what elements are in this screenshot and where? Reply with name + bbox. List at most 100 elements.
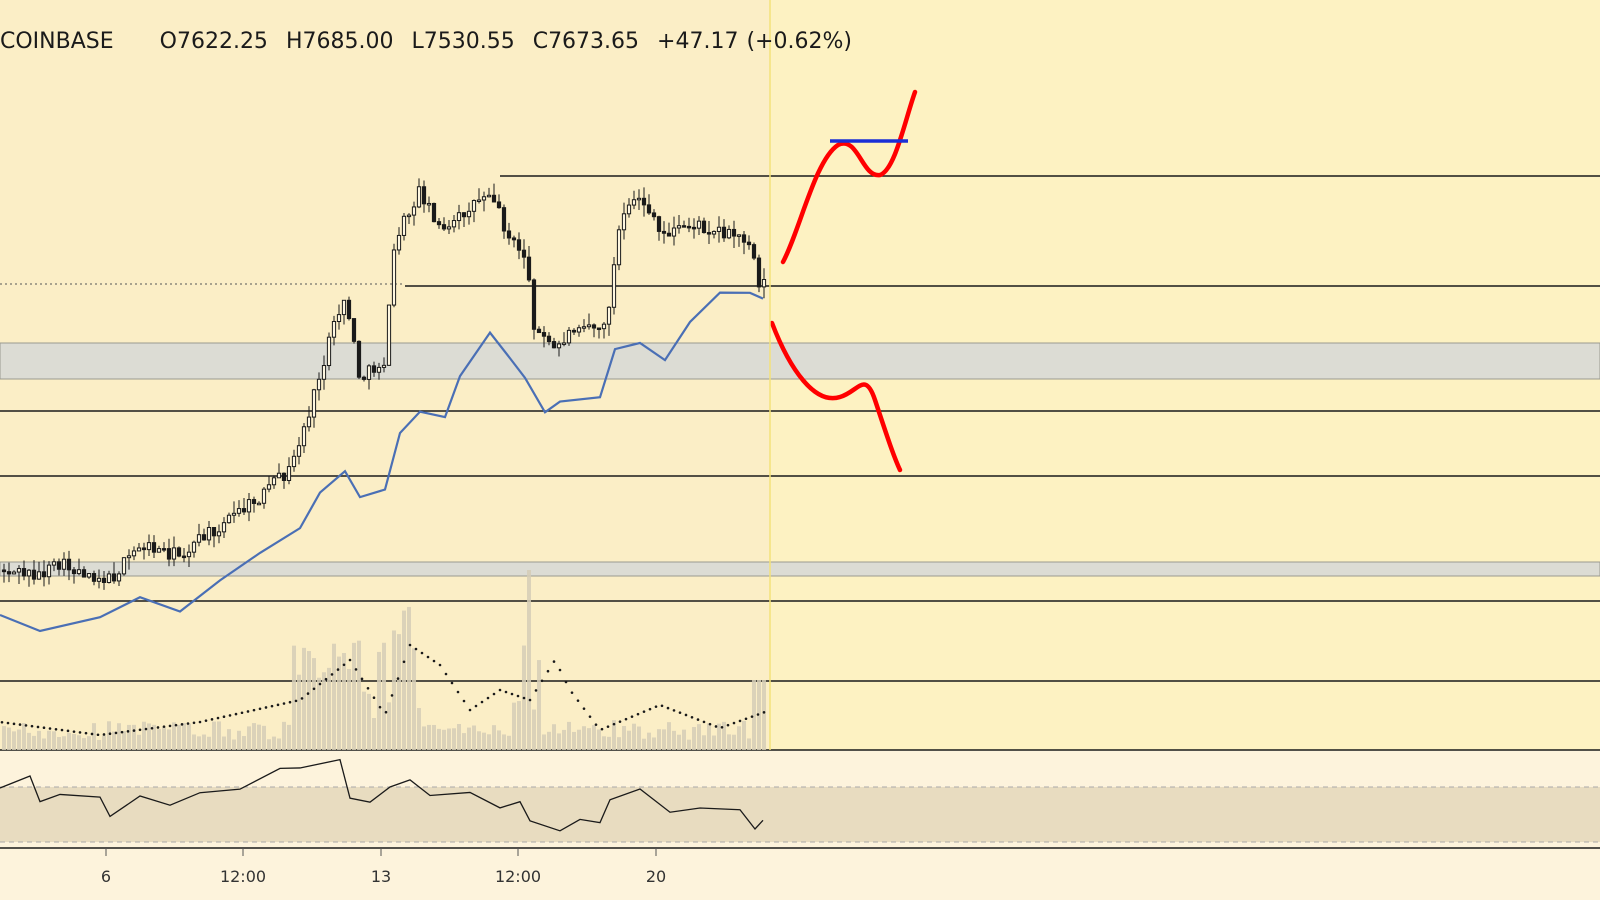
volume-ma-dot xyxy=(42,726,46,730)
candle-body xyxy=(186,551,192,558)
candle-body xyxy=(141,547,147,551)
volume-bar xyxy=(542,734,546,750)
volume-ma-dot xyxy=(240,711,244,715)
volume-bar xyxy=(192,734,196,750)
candle-body xyxy=(611,264,617,308)
volume-ma-dot xyxy=(186,722,190,725)
candle-body xyxy=(151,542,157,553)
volume-bar xyxy=(337,656,341,750)
volume-ma-dot xyxy=(456,690,460,694)
volume-ma-dot xyxy=(282,702,286,705)
volume-ma-dot xyxy=(390,694,394,697)
volume-bar xyxy=(277,738,281,750)
volume-bar xyxy=(412,648,416,750)
volume-ma-dot xyxy=(342,663,346,667)
volume-ma-dot xyxy=(234,712,238,716)
candle-body xyxy=(56,561,62,570)
candle-body xyxy=(546,335,552,343)
volume-ma-dot xyxy=(6,721,10,725)
volume-bar xyxy=(677,734,681,750)
volume-bar xyxy=(712,735,716,750)
candle-body xyxy=(131,550,137,557)
candle-body xyxy=(66,558,72,571)
volume-ma-dot xyxy=(684,713,688,717)
candle-body xyxy=(606,306,612,325)
candle-body xyxy=(616,229,622,266)
candle-body xyxy=(721,226,727,239)
volume-bar xyxy=(332,643,336,750)
volume-bar xyxy=(82,738,86,750)
candle-body xyxy=(11,571,17,575)
volume-bar xyxy=(547,731,551,750)
volume-bar xyxy=(242,736,246,750)
volume-bar xyxy=(52,731,56,750)
volume-bar xyxy=(297,674,301,750)
candle-body xyxy=(206,527,212,541)
candle-body xyxy=(161,548,167,551)
candle-body xyxy=(256,502,262,506)
volume-bar xyxy=(437,728,441,750)
volume-ma-dot xyxy=(396,677,400,680)
candle-body xyxy=(536,328,542,334)
ohlc-header: COINBASE O7622.25 H7685.00 L7530.55 C767… xyxy=(0,22,870,60)
volume-ma-dot xyxy=(534,689,538,692)
volume-bar xyxy=(682,729,686,750)
candle-body xyxy=(396,234,402,251)
candle-body xyxy=(466,210,472,218)
volume-bar xyxy=(162,727,166,750)
horizontal-levels xyxy=(0,175,1600,751)
volume-bar xyxy=(507,735,511,750)
candle-body xyxy=(221,522,227,533)
volume-ma-dot xyxy=(510,692,514,696)
volume-ma-dot xyxy=(588,715,592,718)
candle-body xyxy=(381,364,387,368)
volume-bars xyxy=(2,570,766,750)
volume-ma-dot xyxy=(582,707,586,710)
volume-ma-dot xyxy=(228,714,232,717)
volume-ma-dot xyxy=(168,724,172,728)
candle-body xyxy=(496,201,502,209)
volume-bar xyxy=(72,734,76,750)
volume-ma-dot xyxy=(504,690,508,694)
volume-ma-dot xyxy=(222,715,226,719)
candle-body xyxy=(696,220,702,229)
volume-bar xyxy=(227,729,231,750)
candle-body xyxy=(406,214,412,218)
candle-body xyxy=(631,199,637,206)
volume-ma-dot xyxy=(360,677,364,681)
candle-body xyxy=(416,186,422,208)
candle-body xyxy=(596,327,602,331)
volume-bar xyxy=(737,726,741,750)
volume-bar xyxy=(457,724,461,750)
candle-body xyxy=(311,389,317,418)
candle-body xyxy=(401,215,407,236)
volume-bar xyxy=(742,720,746,750)
candle-body xyxy=(1,569,7,573)
volume-bar xyxy=(207,736,211,750)
candle-body xyxy=(516,239,522,251)
x-tick-label: 12:00 xyxy=(495,867,541,886)
volume-ma-dot xyxy=(762,711,766,714)
volume-bar xyxy=(582,726,586,750)
volume-bar xyxy=(647,732,651,750)
high-value: H7685.00 xyxy=(285,28,394,54)
volume-ma-dot xyxy=(546,669,550,673)
volume-bar xyxy=(372,717,376,750)
close-value: C7673.65 xyxy=(532,28,640,54)
volume-ma-dot xyxy=(438,663,442,667)
volume-ma-dot xyxy=(516,694,520,698)
candle-body xyxy=(271,477,277,486)
candle-body xyxy=(671,227,677,237)
x-tick-label: 20 xyxy=(646,867,666,886)
candle-body xyxy=(391,249,397,306)
candle-body xyxy=(41,571,47,578)
volume-bar xyxy=(237,730,241,750)
volume-ma-dot xyxy=(666,706,670,710)
volume-ma-dot xyxy=(756,713,760,716)
candles xyxy=(1,178,767,590)
volume-bar xyxy=(602,736,606,750)
candle-body xyxy=(681,225,687,228)
volume-ma-dot xyxy=(744,717,748,721)
volume-ma-dot xyxy=(414,647,418,651)
volume-ma-dot xyxy=(540,679,544,683)
